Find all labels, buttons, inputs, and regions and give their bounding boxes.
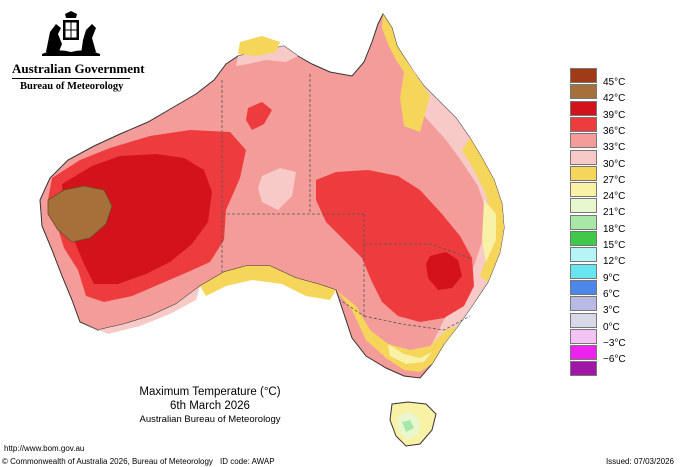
footer-issued-date: Issued: 07/03/2026 xyxy=(605,457,674,466)
caption-organisation: Australian Bureau of Meteorology xyxy=(139,414,281,425)
legend-label: 12°C xyxy=(603,256,626,268)
footer-id-code: ID code: AWAP xyxy=(220,457,275,466)
coat-of-arms-icon xyxy=(42,11,100,56)
legend-item: 24°C xyxy=(570,182,650,202)
legend-swatch xyxy=(570,231,597,246)
legend-swatch xyxy=(570,182,597,198)
legend-swatch xyxy=(570,312,597,328)
legend-item: 36°C xyxy=(570,116,650,137)
legend-label: 33°C xyxy=(603,142,626,154)
legend-label: 45°C xyxy=(603,77,626,88)
legend-swatch xyxy=(570,296,597,312)
legend-item: 0°C xyxy=(570,312,650,333)
legend-swatch xyxy=(570,263,597,279)
legend-label: 36°C xyxy=(603,125,626,137)
legend-label: 21°C xyxy=(603,207,626,219)
legend-item: 45°C xyxy=(570,68,650,88)
temperature-legend: 45°C 42°C 39°C 36°C 33°C 30°C 27°C 24°C 21°C 18°C… xyxy=(570,68,650,382)
legend-swatch xyxy=(570,165,597,181)
legend-swatch xyxy=(570,133,597,149)
legend-item: 18°C xyxy=(570,214,650,235)
legend-swatch xyxy=(570,100,597,116)
legend-item: −6°C xyxy=(570,345,650,365)
legend-item: 42°C xyxy=(570,84,650,104)
legend-swatch xyxy=(570,198,597,214)
legend-swatch xyxy=(570,84,597,100)
legend-swatch xyxy=(570,116,597,132)
legend-item: 15°C xyxy=(570,231,650,251)
legend-item: −3°C xyxy=(570,328,650,349)
caption-date: 6th March 2026 xyxy=(170,400,250,412)
legend-label: 27°C xyxy=(603,174,626,186)
legend-label: −3°C xyxy=(603,337,626,349)
legend-swatch xyxy=(570,279,597,295)
legend-label: 39°C xyxy=(603,109,626,121)
legend-swatch xyxy=(570,149,597,165)
legend-label: 24°C xyxy=(603,191,626,203)
legend-swatch xyxy=(570,68,597,83)
legend-label: 3°C xyxy=(603,305,620,317)
legend-swatch xyxy=(570,247,597,263)
legend-label: 15°C xyxy=(603,240,626,251)
legend-label: −6°C xyxy=(603,354,626,366)
legend-label: 18°C xyxy=(603,223,626,235)
legend-label: 30°C xyxy=(603,158,626,170)
legend-item: 12°C xyxy=(570,247,650,267)
legend-item: 3°C xyxy=(570,296,650,316)
legend-swatch xyxy=(570,328,597,344)
legend-item: 27°C xyxy=(570,165,650,186)
legend-item: 39°C xyxy=(570,100,650,121)
government-title: Australian Government xyxy=(12,61,145,76)
footer-copyright: © Commonwealth of Australia 2026, Bureau… xyxy=(2,457,213,466)
legend-swatch xyxy=(570,214,597,230)
brand-divider xyxy=(12,78,130,79)
caption-title: Maximum Temperature (°C) xyxy=(139,386,281,398)
legend-label: 42°C xyxy=(603,93,626,105)
footer-url-link[interactable]: http://www.bom.gov.au xyxy=(4,444,85,453)
legend-item: 9°C xyxy=(570,263,650,284)
legend-item: 33°C xyxy=(570,133,650,153)
legend-item: 21°C xyxy=(570,198,650,218)
legend-label: 9°C xyxy=(603,272,620,284)
legend-label: 6°C xyxy=(603,288,620,300)
legend-item xyxy=(570,361,650,377)
legend-swatch xyxy=(570,345,597,361)
legend-swatch xyxy=(570,361,597,377)
bureau-title: Bureau of Meteorology xyxy=(20,81,124,92)
legend-item: 30°C xyxy=(570,149,650,170)
map-caption: Maximum Temperature (°C) 6th March 2026 … xyxy=(120,386,300,425)
legend-item: 6°C xyxy=(570,279,650,300)
legend-label: 0°C xyxy=(603,321,620,333)
